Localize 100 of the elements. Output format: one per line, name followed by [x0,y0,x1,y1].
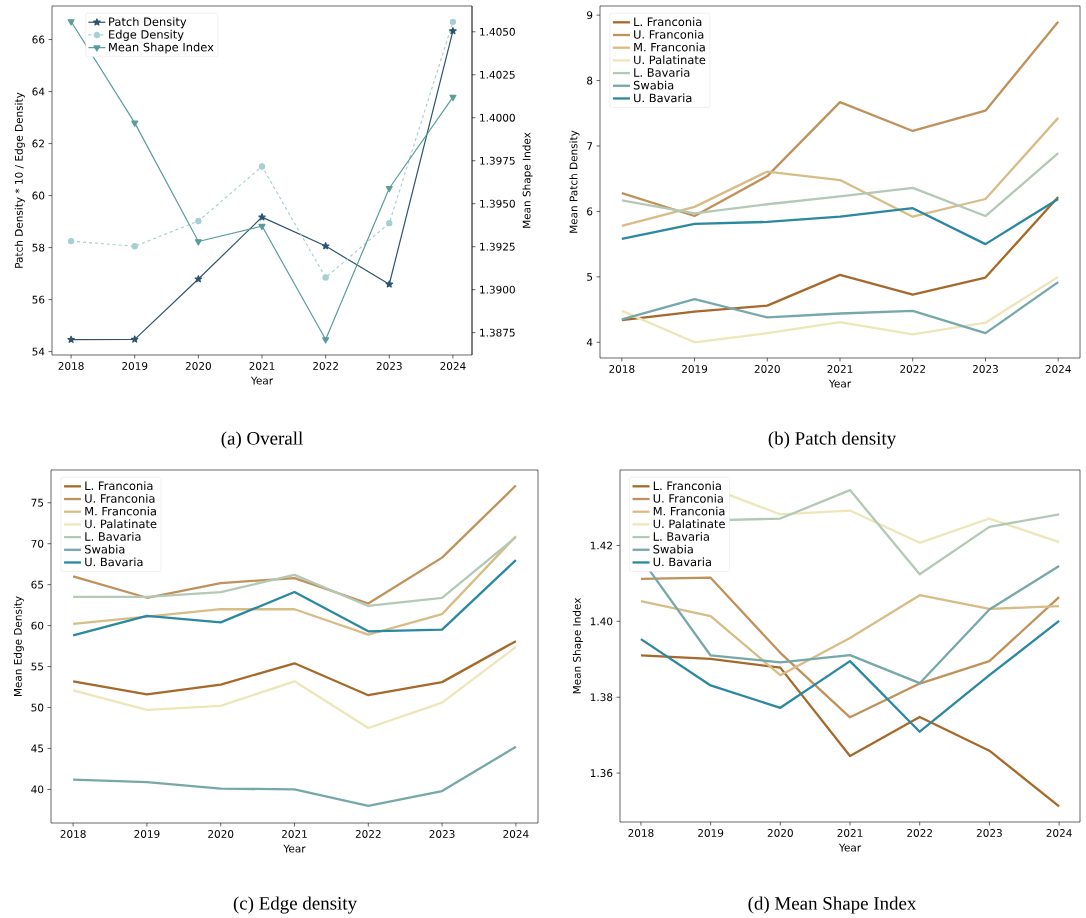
legend-label: Edge Density [109,29,184,41]
x-tick-label: 2024 [440,362,466,370]
x-tick-label: 2020 [754,365,780,373]
x-axis-title: Year [828,379,852,388]
y2-tick-label: 1.3925 [480,242,515,251]
line-series [620,197,1060,246]
x-tick-label: 2021 [837,829,863,837]
legend-label: Mean Shape Index [109,42,214,54]
legend-label: U. Bavaria [634,93,692,103]
legend-label: Swabia [633,80,674,90]
point [322,274,329,281]
x-tick-label: 2018 [628,829,654,837]
text: (d) Mean Shape Index [748,896,917,914]
y-tick-label: 1.40 [590,617,613,626]
legend-label: L. Franconia [653,481,721,491]
legend-label: L. Franconia [634,17,702,27]
point [449,18,457,26]
y2-tick-label: 1.4025 [480,70,515,79]
y-tick-label: 7 [587,142,593,150]
x-tick-label: 2023 [429,830,455,838]
y-tick-label: 9 [586,11,593,20]
x-tick-label: 2024 [1046,829,1072,837]
x-tick-label: 2023 [976,829,1002,837]
text: (b) Patch density [768,431,897,449]
x-tick-label: 2022 [313,362,338,370]
y2-tick-label: 1.3950 [480,199,515,208]
point [385,185,393,193]
y-tick-label: 75 [31,498,44,507]
legend-label: U. Palatinate [653,519,725,529]
y2-tick-label: 1.4050 [480,27,515,36]
point [67,237,75,245]
x-tick-label: 2019 [134,830,160,838]
y-tick-label: 62 [32,139,44,148]
legend-label: U. Bavaria [653,557,711,567]
legend-label: L. Bavaria [653,531,709,541]
y-tick-label: 5 [587,272,593,281]
legend-label: Swabia [84,544,125,554]
x-tick-label: 2024 [1045,365,1071,373]
text: (c) Edge density [233,896,357,914]
line-series [71,640,518,697]
y2-tick-label: 1.3975 [480,156,515,165]
point [67,19,75,26]
y-tick-label: 4 [586,338,593,347]
y-tick-label: 6 [587,207,593,216]
x-tick-label: 2020 [767,829,793,837]
y-tick-label: 70 [31,539,44,548]
legend-label: L. Bavaria [85,532,141,541]
x-tick-label: 2021 [827,365,853,373]
x-tick-label: 2022 [355,830,381,838]
y-tick-label: 64 [32,87,45,96]
y-tick-label: 1.42 [590,541,612,550]
y-axis-title: Mean Shape Index [572,597,583,694]
y2-axis-title: Mean Shape Index [522,132,533,228]
y-tick-label: 60 [31,621,44,630]
x-tick-label: 2021 [249,362,275,370]
point [258,213,266,221]
x-axis-title: Year [250,376,274,385]
point [386,219,393,227]
point [258,223,266,231]
y2-tick-label: 1.3875 [480,328,515,337]
line-series [620,116,1060,227]
point [131,243,138,250]
y-tick-label: 8 [587,76,593,85]
x-tick-label: 2018 [609,365,635,373]
x-tick-label: 2018 [60,830,86,838]
legend-label: Swabia [653,544,693,554]
y-axis-title: Mean Patch Density [569,130,580,233]
line-series [620,275,1060,344]
point [449,26,457,35]
legend-label: U. Franconia [85,493,155,503]
line-series [639,619,1061,733]
text: (a) Overall [221,431,303,449]
y-tick-label: 66 [32,35,45,44]
y2-tick-label: 1.4000 [480,113,515,122]
line-series [639,594,1061,677]
legend-label: U. Franconia [653,493,723,503]
line-series [639,576,1061,719]
x-tick-label: 2018 [58,362,84,370]
point [195,217,202,225]
point [131,120,139,127]
point [258,163,266,170]
y-tick-label: 45 [31,744,44,753]
line-series [620,195,1060,322]
y-tick-label: 50 [31,703,44,712]
line-series [639,654,1061,808]
point [322,337,330,344]
y-axis-title: Patch Density * 10 / Edge Density [14,92,25,268]
x-tick-label: 2022 [907,829,932,837]
legend-label: U. Franconia [634,29,704,39]
line-series [71,558,518,637]
y-tick-label: 65 [31,580,44,589]
x-tick-label: 2022 [900,365,925,373]
legend-label: M. Franconia [85,506,156,516]
legend-label: U. Palatinate [634,55,706,65]
x-axis-title: Year [283,844,306,853]
x-axis-title: Year [838,843,862,852]
x-tick-label: 2020 [185,362,211,370]
line-series [620,280,1060,335]
x-tick-label: 2019 [682,365,708,373]
point [321,242,330,250]
